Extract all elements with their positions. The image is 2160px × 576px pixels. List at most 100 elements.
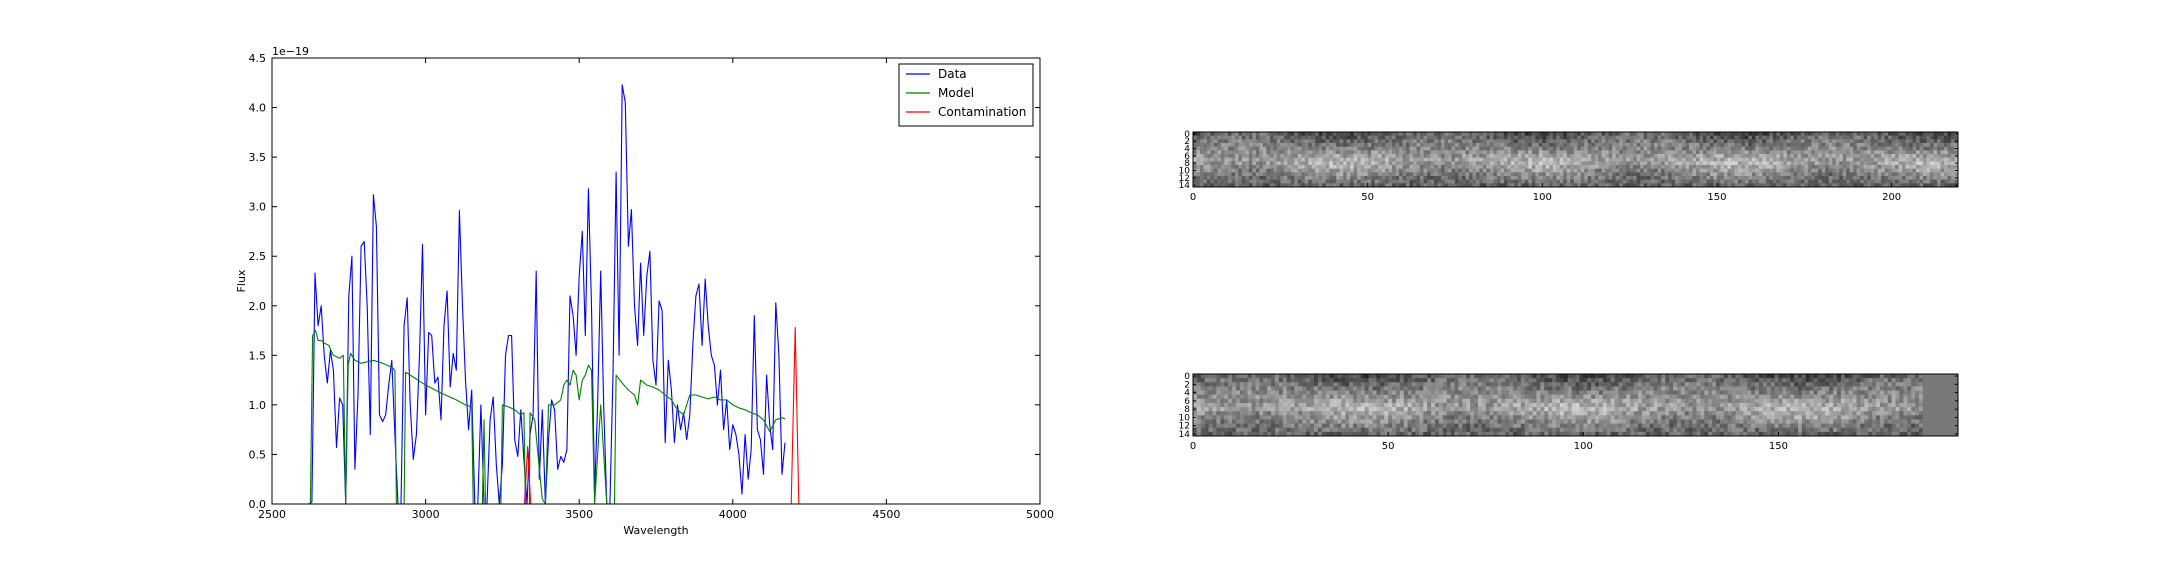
pixel [1367,139,1372,144]
pixel [1241,161,1246,166]
pixel [1368,394,1373,400]
pixel [1353,179,1358,184]
pixel [1737,183,1742,188]
pixel [1751,378,1756,383]
pixel [1545,183,1550,188]
pixel [1479,165,1484,170]
pixel [1306,374,1311,379]
pixel [1336,165,1341,170]
pixel [1930,154,1934,159]
pixel [1708,398,1713,404]
pixel [1479,143,1484,148]
pixel [1563,176,1568,181]
pixel [1692,176,1697,181]
pixel [1807,168,1812,173]
pixel [1801,390,1807,396]
pixel [1696,172,1700,177]
pixel [1680,390,1686,396]
pixel [1870,132,1875,137]
pixel [1619,165,1624,170]
pixel [1783,179,1788,184]
pixel [1311,154,1316,159]
pixel [1509,394,1514,400]
pixel [1817,382,1822,387]
pixel [1778,386,1783,391]
pixel [1325,146,1330,151]
pixel [1399,394,1405,400]
pixel [1535,132,1540,137]
pixel [1867,150,1872,155]
pixel [1587,374,1592,379]
pixel [1723,390,1729,396]
pixel [1919,183,1924,188]
pixel [1306,394,1311,400]
pixel [1671,139,1676,144]
pixel [1758,390,1764,396]
pixel [1633,135,1638,140]
pixel [1304,132,1309,137]
pixel [1633,154,1638,159]
pixel [1336,183,1341,188]
pixel [1486,139,1491,144]
pixel [1755,382,1760,387]
pixel [1313,398,1319,404]
pixel [1458,402,1463,408]
pixel [1682,150,1686,155]
pixel [1712,394,1717,400]
pixel [1706,135,1711,140]
pixel [1782,394,1787,400]
pixel [1770,398,1775,404]
pixel [1325,176,1330,181]
pixel [1821,394,1826,400]
pixel [1770,390,1775,396]
pixel [1468,157,1473,162]
pixel [1703,139,1707,144]
pixel [1703,179,1707,184]
pixel [1849,172,1854,177]
pixel [1723,139,1728,144]
pixel [1940,176,1945,181]
pixel [1228,402,1233,408]
pixel [1817,398,1822,404]
pixel [1633,172,1638,177]
pixel [1419,382,1424,387]
pixel [1716,154,1721,159]
pixel [1839,165,1844,170]
pixel [1497,402,1502,408]
pixel [1269,172,1274,177]
pixel [1842,183,1847,188]
pixel [1513,394,1518,400]
pixel [1594,172,1599,177]
pixel [1563,386,1569,391]
pixel [1951,150,1955,155]
pixel [1203,139,1208,144]
pixel [1940,179,1945,184]
pixel [1247,386,1252,391]
y-tick-label: 2.5 [249,250,267,263]
pixel [1228,386,1233,391]
pixel [1516,394,1522,400]
pixel [1821,179,1826,184]
pixel [1814,161,1819,166]
pixel [1243,390,1249,396]
pixel [1654,179,1658,184]
pixel [1622,176,1627,181]
pixel [1329,172,1334,177]
pixel [1461,132,1466,137]
pixel [1828,143,1833,148]
pixel [1235,394,1241,400]
pixel [1528,157,1533,162]
pixel [1626,179,1631,184]
pixel [1193,172,1197,177]
pixel [1669,386,1674,391]
pixel [1395,172,1400,177]
pixel [1606,398,1612,404]
pixel [1559,143,1564,148]
pixel [1274,374,1280,379]
pixel [1602,390,1608,396]
pixel [1216,390,1221,396]
pixel [1926,150,1931,155]
pixel [1345,386,1350,391]
pixel [1645,378,1651,383]
pixel [1794,394,1799,400]
